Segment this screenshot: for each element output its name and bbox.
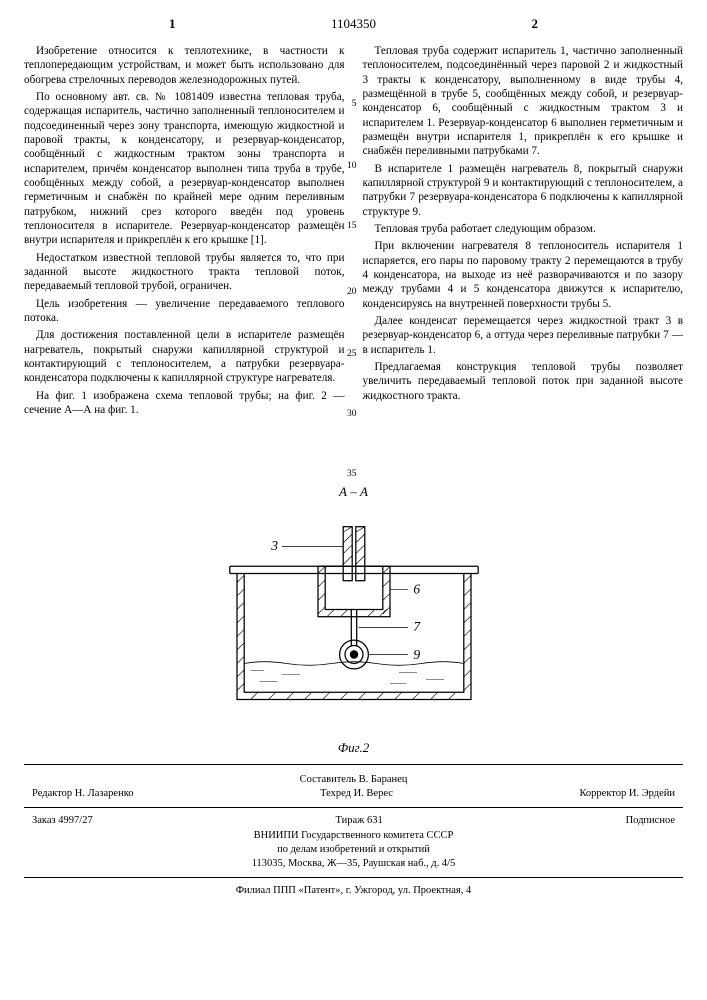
right-column: Тепловая труба содержит испаритель 1, ча… [363, 44, 684, 484]
figure-caption: Фиг.2 [24, 740, 683, 756]
para: Предлагаемая конструкция тепловой трубы … [363, 360, 684, 403]
para: На фиг. 1 изображена схема тепловой труб… [24, 389, 345, 418]
left-column: Изобретение относится к теплотехнике, в … [24, 44, 345, 484]
para: Тепловая труба работает следующим образо… [363, 222, 684, 236]
fig-label-3: 3 [270, 538, 278, 553]
para: Далее конденсат перемещается через жидко… [363, 314, 684, 357]
fig-label-7: 7 [413, 619, 421, 634]
page: 1 1104350 2 Изобретение относится к тепл… [0, 0, 707, 1000]
footer-tech: Техред И. Верес [320, 787, 393, 801]
divider [24, 764, 683, 765]
para: Цель изобретения — увеличение передаваем… [24, 297, 345, 326]
line-mark: 35 [347, 468, 357, 480]
divider [24, 877, 683, 878]
figure-2: 3 6 7 9 Фиг.2 [24, 508, 683, 758]
footer-tirazh: Тираж 631 [335, 814, 382, 828]
para: Для достижения поставленной цели в испар… [24, 328, 345, 385]
line-mark: 15 [347, 220, 357, 232]
patent-number: 1104350 [331, 16, 376, 32]
col-num-left: 1 [169, 16, 176, 32]
footer-org1: ВНИИПИ Государственного комитета СССР [24, 829, 683, 843]
fig-label-9: 9 [413, 647, 420, 662]
para: В испарителе 1 размещён нагреватель 8, п… [363, 162, 684, 219]
footer-roles: Редактор Н. Лазаренко Техред И. Верес Ко… [24, 787, 683, 801]
line-number-gutter: 5 10 15 20 25 30 35 [345, 44, 357, 484]
footer-block: Составитель В. Баранец Редактор Н. Лазар… [24, 773, 683, 898]
footer-compiler: Составитель В. Баранец [24, 773, 683, 787]
footer-corrector: Корректор И. Эрдейи [579, 787, 675, 801]
para: При включении нагревателя 8 теплоносител… [363, 239, 684, 311]
footer-line2: Заказ 4997/27 Тираж 631 Подписное [24, 814, 683, 828]
line-mark: 20 [347, 286, 357, 298]
line-mark: 10 [347, 160, 357, 172]
line-mark: 25 [347, 348, 357, 360]
footer-order: Заказ 4997/27 [32, 814, 93, 828]
para: По основному авт. св. № 1081409 известна… [24, 90, 345, 248]
header: 1 1104350 2 [24, 16, 683, 44]
figure-svg: 3 6 7 9 [174, 508, 534, 738]
text-columns: Изобретение относится к теплотехнике, в … [24, 44, 683, 484]
divider [24, 807, 683, 808]
footer-addr1: 113035, Москва, Ж—35, Раушская наб., д. … [24, 857, 683, 871]
para: Недостатком известной тепловой трубы явл… [24, 251, 345, 294]
para: Изобретение относится к теплотехнике, в … [24, 44, 345, 87]
fig-label-6: 6 [413, 581, 420, 596]
section-label: А – А [24, 484, 683, 500]
footer-editor: Редактор Н. Лазаренко [32, 787, 134, 801]
footer-addr2: Филиал ППП «Патент», г. Ужгород, ул. Про… [24, 884, 683, 898]
footer-sub: Подписное [626, 814, 675, 828]
para: Тепловая труба содержит испаритель 1, ча… [363, 44, 684, 159]
line-mark: 30 [347, 408, 357, 420]
footer-org2: по делам изобретений и открытий [24, 843, 683, 857]
col-num-right: 2 [532, 16, 539, 32]
line-mark: 5 [352, 98, 357, 110]
